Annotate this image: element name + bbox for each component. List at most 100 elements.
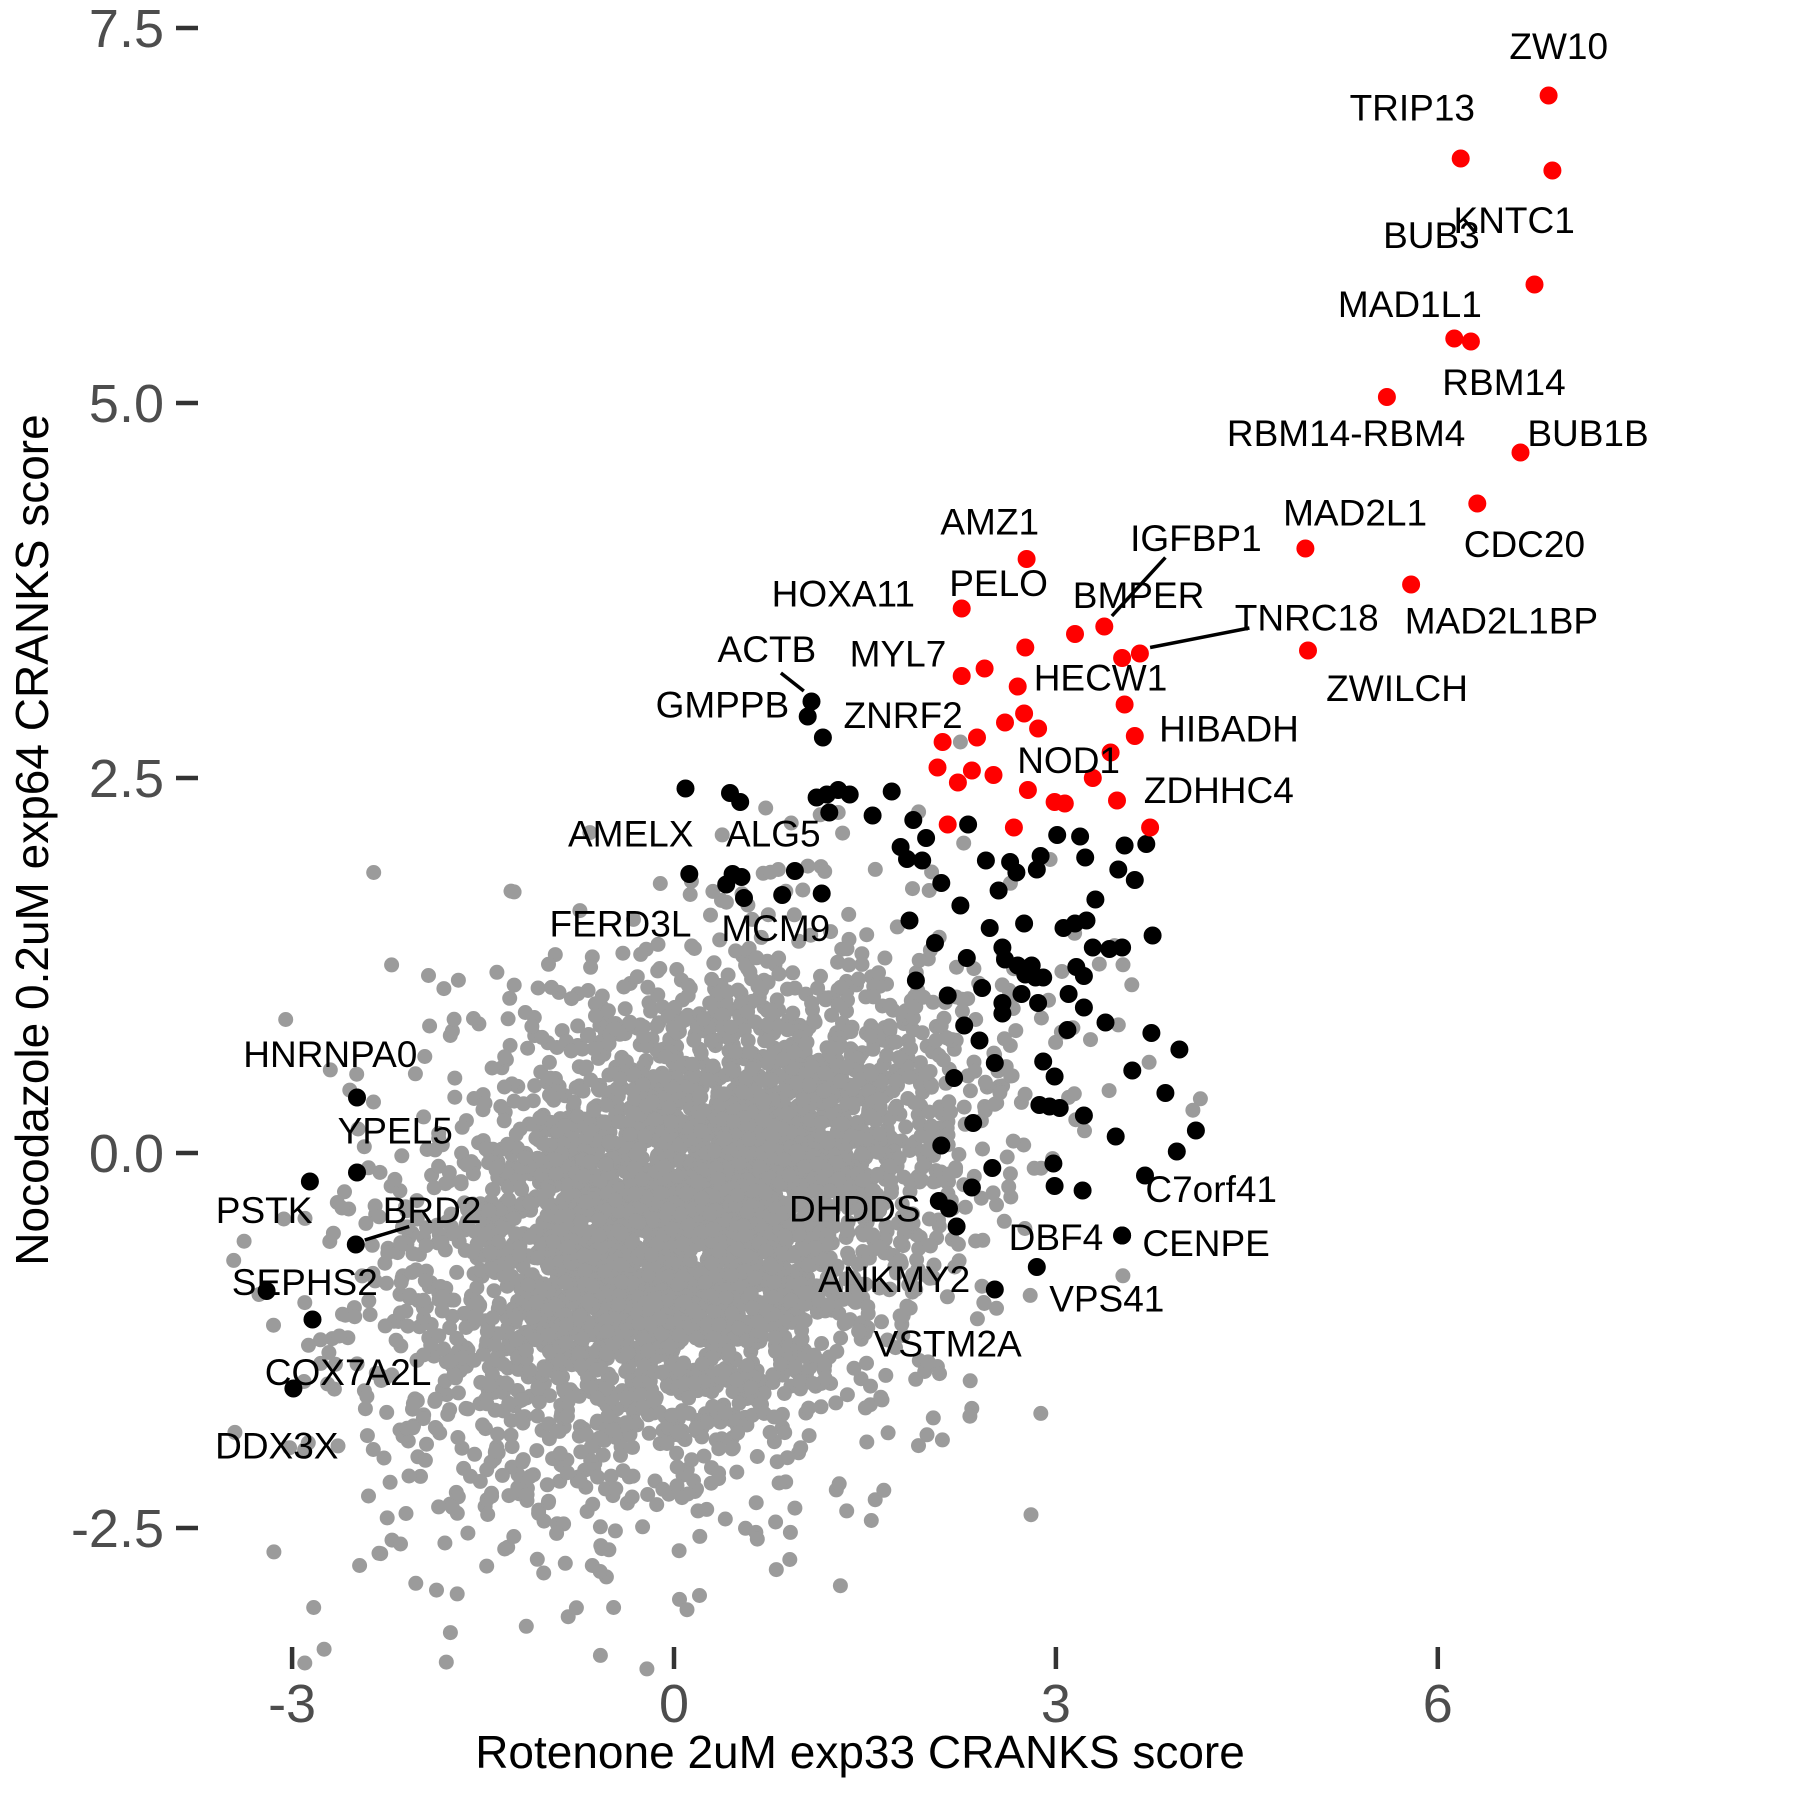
data-point-gray — [783, 815, 799, 831]
data-point-gray — [611, 1296, 627, 1312]
data-point-gray — [421, 968, 436, 983]
data-point-gray — [573, 1214, 589, 1230]
data-point-gray — [699, 1415, 715, 1431]
data-point-gray — [635, 1399, 651, 1415]
data-point-gray — [719, 984, 735, 1000]
data-point-gray — [1023, 1507, 1039, 1523]
data-point-gray — [880, 1332, 895, 1348]
data-point-gray — [460, 1401, 476, 1417]
data-point-black — [1115, 836, 1134, 855]
data-point-gray — [322, 1062, 338, 1078]
data-point-gray — [975, 1141, 990, 1157]
data-point-black — [989, 881, 1008, 900]
data-point-gray — [484, 1488, 500, 1504]
data-point-gray — [670, 1424, 685, 1440]
data-point-red — [1008, 677, 1027, 696]
data-point-gray — [527, 1332, 543, 1348]
data-point-black — [1083, 938, 1102, 957]
data-point-red — [933, 733, 952, 751]
data-point-black — [913, 851, 932, 870]
data-point-gray — [901, 1069, 917, 1085]
data-point-red — [1018, 781, 1037, 799]
data-point-black — [1059, 985, 1078, 1003]
data-point-gray — [558, 1317, 574, 1333]
data-point-gray — [999, 1149, 1015, 1165]
data-point-gray — [928, 1032, 944, 1048]
data-point-gray — [387, 1171, 403, 1187]
data-point-gray — [431, 1130, 447, 1146]
data-point-gray — [605, 1422, 621, 1438]
data-point-gray — [497, 1049, 513, 1065]
data-point-gray — [678, 1186, 694, 1202]
data-point-gray — [379, 1275, 394, 1291]
gene-label-BMPER: BMPER — [1073, 575, 1205, 616]
data-point-gray — [496, 1113, 512, 1129]
data-point-gray — [859, 1434, 875, 1450]
data-point-black — [731, 793, 750, 811]
data-point-gray — [359, 1389, 375, 1404]
data-point-gray — [904, 1284, 920, 1300]
data-point-gray — [624, 1489, 640, 1505]
data-point-gray — [637, 1128, 653, 1144]
data-point-gray — [862, 1028, 878, 1044]
gene-label-MCM9: MCM9 — [721, 908, 830, 949]
gene-point-ZWILCH — [1299, 641, 1317, 660]
data-point-gray — [841, 957, 857, 973]
data-point-gray — [533, 1064, 549, 1080]
data-point-black — [1044, 1154, 1063, 1173]
data-point-gray — [888, 1073, 904, 1089]
data-point-black — [957, 949, 976, 967]
data-point-gray — [786, 907, 802, 923]
data-point-gray — [359, 1428, 375, 1444]
data-point-black — [959, 815, 978, 834]
data-point-gray — [742, 1044, 758, 1060]
data-point-red — [1083, 769, 1102, 787]
data-point-gray — [504, 1439, 520, 1455]
data-point-gray — [508, 1310, 524, 1326]
data-point-gray — [361, 1488, 376, 1504]
data-point-black — [812, 884, 831, 903]
gene-label-ZDHHC4: ZDHHC4 — [1144, 770, 1294, 811]
data-point-gray — [393, 1235, 409, 1251]
data-point-gray — [533, 1236, 549, 1252]
data-point-gray — [682, 887, 698, 902]
black-points-layer — [257, 692, 1205, 1398]
gene-label-COX7A2L: COX7A2L — [265, 1352, 432, 1393]
data-point-black — [773, 886, 792, 904]
data-point-gray — [560, 1465, 575, 1481]
data-point-gray — [888, 1034, 904, 1050]
data-point-gray — [366, 1094, 381, 1110]
data-point-gray — [797, 1159, 813, 1174]
data-point-gray — [882, 997, 898, 1013]
data-point-gray — [506, 1529, 522, 1544]
data-point-gray — [560, 1239, 576, 1255]
data-point-gray — [575, 1083, 591, 1099]
data-point-gray — [549, 1525, 565, 1541]
data-point-gray — [644, 1211, 660, 1227]
data-point-gray — [839, 1503, 855, 1519]
data-point-gray — [863, 1066, 879, 1082]
data-point-gray — [828, 1395, 844, 1411]
data-point-gray — [912, 1116, 927, 1131]
data-point-gray — [447, 1070, 463, 1086]
data-point-gray — [601, 1134, 617, 1150]
data-point-gray — [413, 1468, 428, 1484]
data-point-gray — [572, 903, 588, 919]
data-point-red — [948, 773, 967, 792]
gene-point-DDX3X — [284, 1379, 303, 1398]
data-point-gray — [503, 1427, 519, 1443]
data-point-gray — [469, 1280, 485, 1296]
data-point-gray — [785, 965, 801, 981]
data-point-gray — [756, 1092, 772, 1108]
data-point-black — [1071, 827, 1090, 846]
gene-point-VPS41 — [1027, 1258, 1046, 1276]
data-point-black — [1031, 847, 1050, 865]
data-point-gray — [660, 1201, 676, 1217]
data-point-gray — [531, 1505, 547, 1521]
data-point-gray — [539, 1207, 555, 1223]
data-point-gray — [898, 1119, 914, 1135]
data-point-gray — [650, 936, 666, 952]
data-point-gray — [755, 1072, 771, 1088]
data-point-gray — [450, 972, 466, 988]
gene-label-C7orf41: C7orf41 — [1145, 1169, 1277, 1210]
